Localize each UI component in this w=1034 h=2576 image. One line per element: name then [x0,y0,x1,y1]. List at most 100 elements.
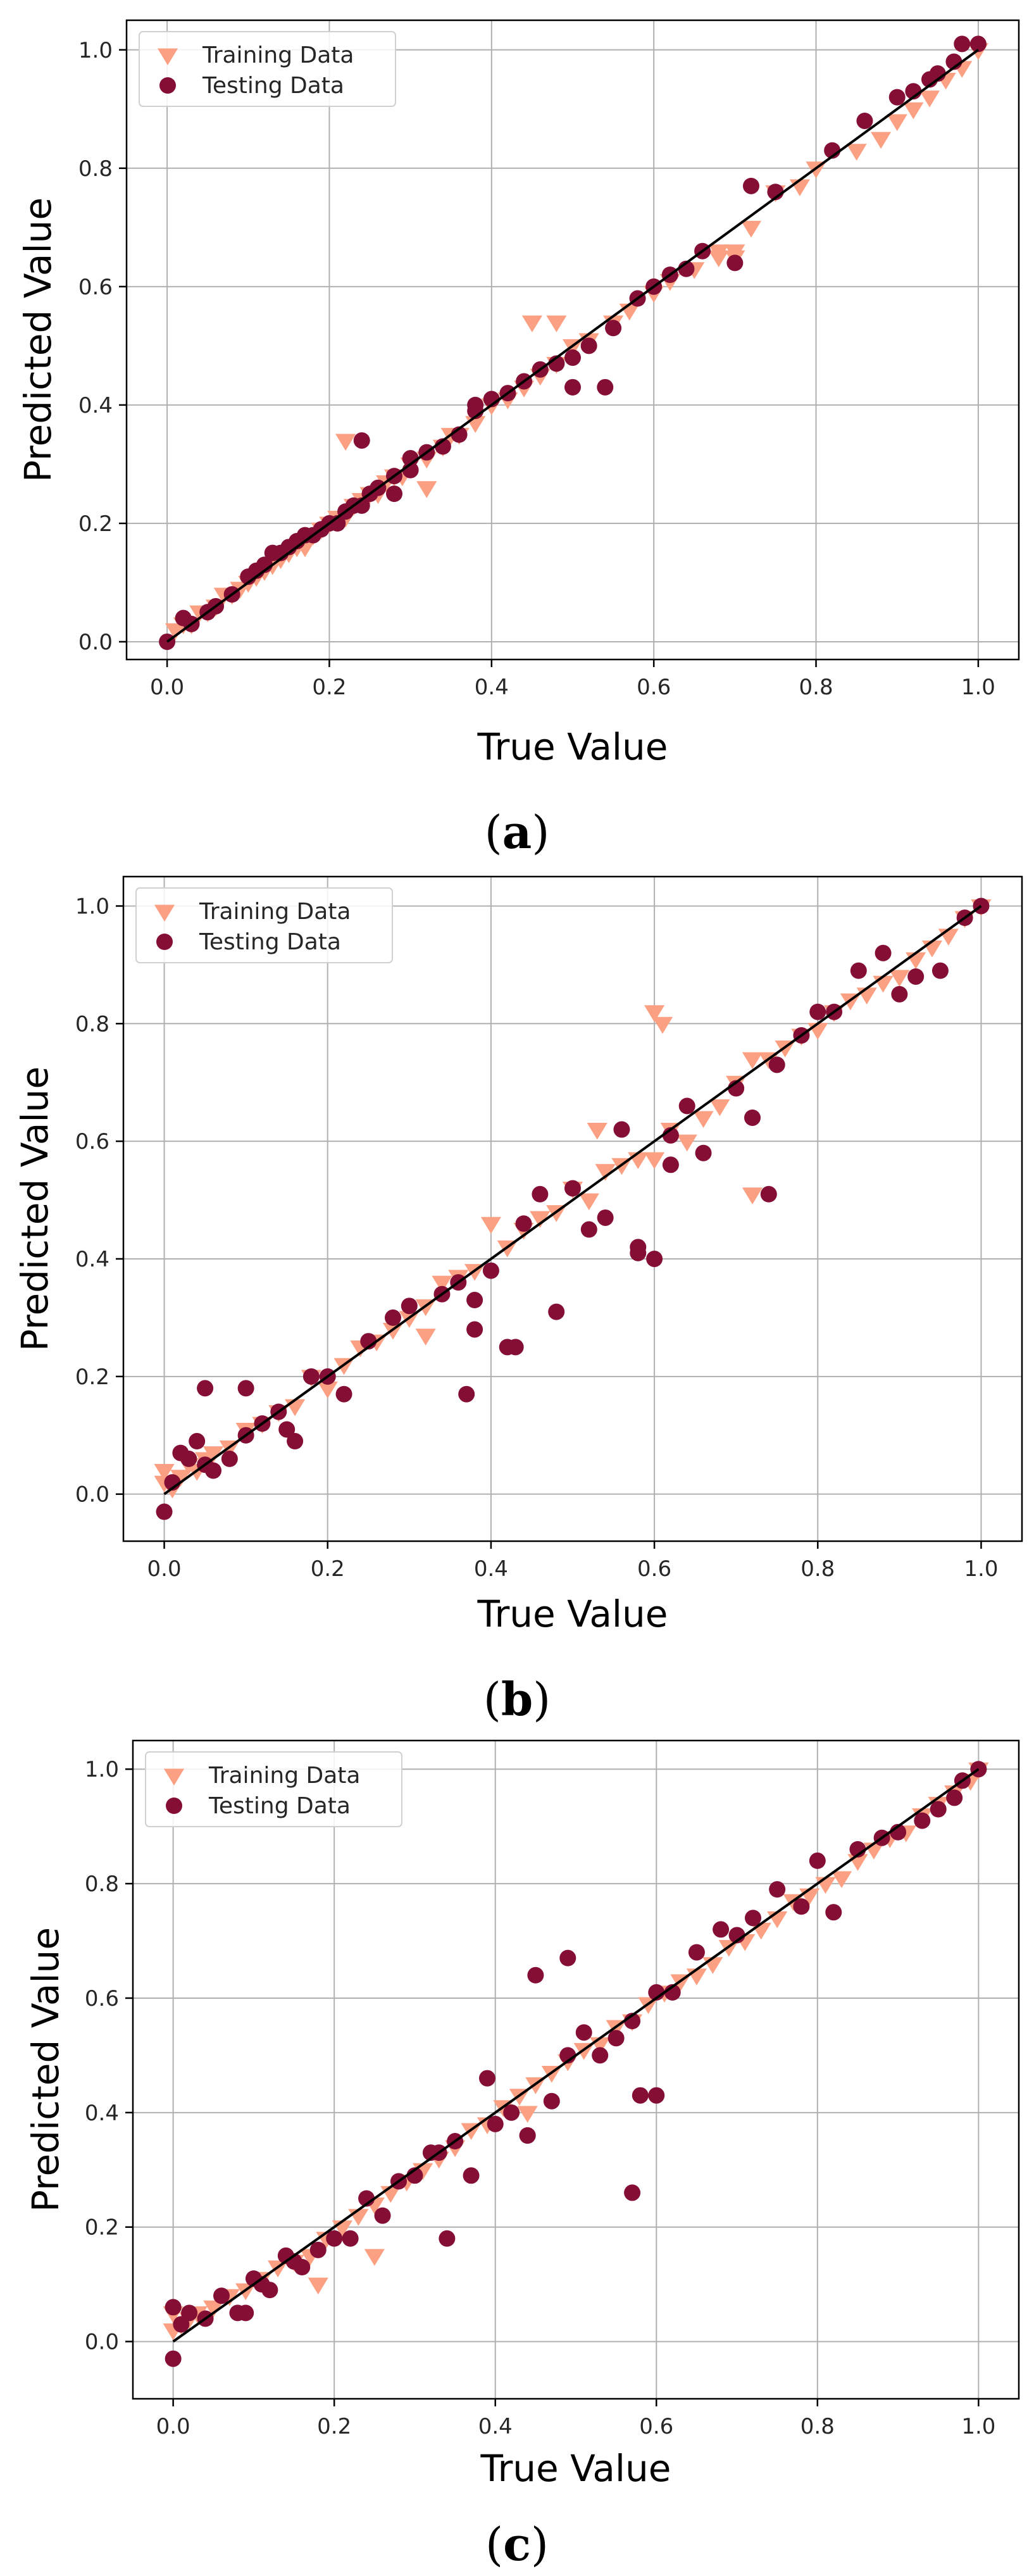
panel-b-testing-point [197,1380,214,1397]
panel-c-x-tick-label-3: 0.6 [639,2414,673,2439]
panel-c-testing-point [342,2230,359,2247]
panel-c-caption-open: ( [485,2518,503,2571]
panel-b-training-point [530,1211,551,1229]
panel-c-testing-point [173,2316,190,2333]
panel-a-x-tick-label-5: 1.0 [961,675,995,700]
panel-b-testing-point [809,1003,826,1020]
panel-c-testing-point [261,2282,278,2299]
panel-a-y-tick-label-0: 0.0 [78,630,113,655]
panel-a-legend-box [139,31,396,107]
panel-c-y-tick-label-4: 0.8 [85,1872,119,1897]
panel-c-testing-point [624,2184,641,2201]
panel-c-y-tick-label-3: 0.6 [85,1986,119,2011]
panel-c-testing-point [688,1944,705,1961]
panel-c-x-tick-label-5: 1.0 [961,2414,995,2439]
panel-a-training-point [546,315,567,333]
panel-a-x-ticks: 0.0 0.2 0.4 0.6 0.8 1.0 [150,660,995,700]
panel-b-testing-point [515,1215,532,1232]
panel-a-caption-letter: a [502,805,532,859]
panel-b-y-ticks: 0.0 0.2 0.4 0.6 0.8 1.0 [75,894,123,1508]
panel-b-testing-point [891,985,908,1003]
panel-c-testing-point [559,1949,576,1966]
panel-c-testing-point [745,1910,761,1927]
panel-b-testing-point [401,1297,418,1315]
panel-b-training-point [415,1329,436,1346]
panel-b-y-tick-label-1: 0.2 [75,1365,109,1390]
panel-c-x-tick-label-2: 0.4 [478,2414,513,2439]
panel-a-testing-point [580,337,597,354]
panel-b-caption-close: ) [533,1673,551,1726]
panel-c-training-point [831,1871,852,1889]
panel-a-y-tick-label-1: 0.2 [78,511,113,537]
panel-b-testing-point [482,1262,499,1279]
panel-b-legend-training-label: Training Data [199,899,351,925]
panel-c-y-tick-label-1: 0.2 [85,2215,119,2241]
panel-c-testing-point [793,1898,810,1915]
panel-a-x-axis-label: True Value [477,725,668,768]
panel-b-testing-point [907,968,925,985]
panel-c-testing-point [165,2350,182,2367]
panel-c-testing-point [648,2087,665,2104]
panel-b-testing-point [507,1339,524,1356]
panel-a-training-point [521,315,543,333]
panel-c-testing-point [309,2241,327,2258]
panel-b-testing-point [335,1385,352,1403]
panel-a-legend-training-label: Training Data [202,42,354,68]
panel-b-testing-point [931,962,949,979]
panel-b-training-point [432,1275,452,1293]
panel-b: 0.0 0.2 0.4 0.6 0.8 1.0 0.0 0.2 0.4 0.6 0.8 1.0 Tr… [13,875,1023,1726]
panel-c-caption-close: ) [531,2518,549,2571]
panel-b-training-point [889,970,910,987]
panel-c-reference-line [172,1768,980,2343]
panel-c-legend: Training Data Testing Data [145,1751,402,1827]
panel-b-testing-point [466,1292,483,1309]
panel-b-training-point [709,1099,730,1116]
panel-b-x-tick-label-0: 0.0 [147,1556,182,1582]
panel-c-testing-point [592,2047,609,2064]
panel-a-training-point [740,220,762,238]
panel-a-testing-point [467,396,484,413]
panel-b-legend-training-marker [154,904,175,922]
panel-b-training-point [676,1134,697,1152]
panel-c-y-tick-label-0: 0.0 [85,2330,119,2355]
panel-b-y-tick-label-0: 0.0 [75,1482,109,1508]
panel-a-testing-point [564,349,581,366]
panel-c-testing-point [914,1812,931,1829]
panel-b-training-point [170,1470,191,1487]
panel-a-x-tick-label-3: 0.6 [637,675,671,700]
panel-b-testing-point [287,1433,304,1450]
panel-c-x-axis-label: True Value [480,2447,671,2490]
panel-b-y-tick-label-4: 0.8 [75,1011,109,1037]
panel-a-training-point [903,102,924,120]
panel-c-testing-point [527,1966,544,1984]
panel-b-testing-point [189,1433,206,1450]
panel-c-x-tick-label-1: 0.2 [317,2414,351,2439]
panel-b-testing-point [695,1144,712,1161]
panel-b-x-tick-label-4: 0.8 [800,1556,835,1582]
panel-b-testing-point [646,1250,663,1267]
panel-a-caption-open: ( [485,806,502,859]
panel-c-training-point [203,2300,224,2318]
panel-a-testing-point [888,89,906,106]
panel-a-training-point [870,132,892,149]
panel-b-gridlines [123,877,1022,1541]
panel-c-plot-area [132,1739,1020,2400]
panel-a-testing-point [969,35,987,53]
panel-b-testing-point [613,1121,630,1138]
panel-a-y-tick-label-2: 0.4 [78,393,113,418]
panel-c-x-ticks: 0.0 0.2 0.4 0.6 0.8 1.0 [156,2399,995,2439]
panel-b-testing-point [385,1309,401,1326]
panel-c-testing-point [543,2092,560,2110]
panel-b-y-axis-label: Predicted Value [13,1066,56,1351]
panel-a-training-point [846,144,867,161]
panel-b-training-point [693,1111,714,1129]
panel-a-testing-point [743,177,759,194]
panel-b-testing-point [466,1321,483,1338]
panel-c-legend-box [145,1751,402,1827]
panel-c-testing-point [713,1921,730,1938]
panel-a-legend-testing-marker [159,77,176,94]
panel-c-legend-testing-label: Testing Data [208,1793,351,1819]
panel-b-training-point [742,1187,763,1204]
panel-b-training-point [644,1152,665,1170]
